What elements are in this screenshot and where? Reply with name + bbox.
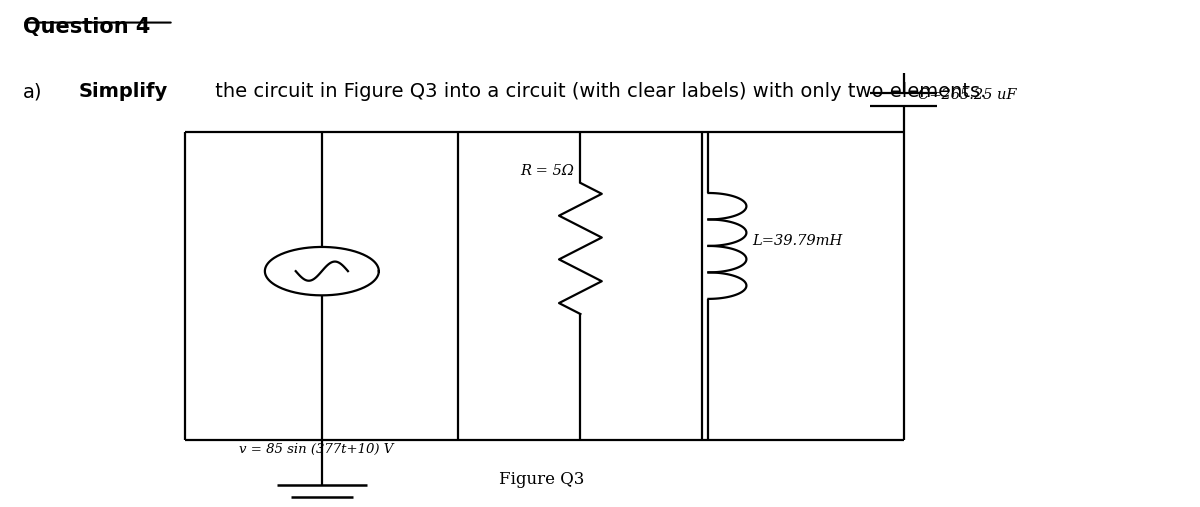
Text: Figure Q3: Figure Q3: [499, 471, 584, 488]
Text: v = 85 sin (377t+10) V: v = 85 sin (377t+10) V: [239, 443, 394, 456]
Text: Question 4: Question 4: [23, 17, 150, 37]
Text: Simplify: Simplify: [78, 82, 168, 101]
Text: R = 5Ω: R = 5Ω: [521, 164, 575, 178]
Text: C=265.25 uF: C=265.25 uF: [918, 88, 1016, 102]
Text: a): a): [23, 82, 42, 101]
Text: the circuit in Figure Q3 into a circuit (with clear labels) with only two elemen: the circuit in Figure Q3 into a circuit …: [209, 82, 986, 101]
Text: L=39.79mH: L=39.79mH: [752, 234, 842, 248]
